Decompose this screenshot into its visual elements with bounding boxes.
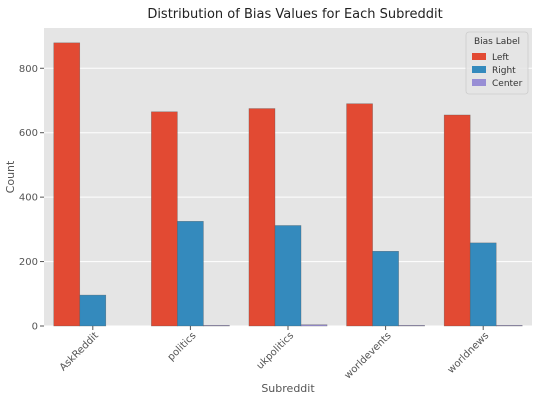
x-axis-ticks: AskReddit politics ukpolitics worldevents wo…	[58, 326, 491, 381]
legend-title: Bias Label	[474, 37, 520, 47]
y-tick-label: 0	[32, 322, 38, 333]
x-axis-label: Subreddit	[261, 382, 315, 395]
bar-left-ukpolitics	[248, 108, 276, 327]
bar-left-worldevents	[346, 103, 373, 327]
legend-label-right: Right	[492, 66, 516, 76]
bar-center-ukpolitics	[300, 324, 328, 327]
y-tick-label: 400	[19, 193, 38, 204]
y-axis-label: Count	[4, 160, 17, 193]
bar-right-politics	[177, 221, 204, 327]
legend-label-left: Left	[492, 53, 509, 63]
legend: Bias Label Left Right Center	[465, 31, 529, 95]
x-tick-label: worldevents	[343, 330, 394, 381]
bars	[53, 42, 523, 327]
y-tick-label: 200	[19, 257, 38, 268]
bar-right-ukpolitics	[274, 225, 302, 327]
bar-left-askreddit	[53, 42, 81, 327]
x-tick-label: politics	[166, 330, 199, 363]
bar-right-worldnews	[469, 242, 497, 327]
y-axis-ticks: 0 200 400 600 800	[19, 64, 44, 333]
x-tick-label: AskReddit	[58, 330, 101, 373]
bar-center-worldevents	[398, 325, 425, 327]
x-tick-label: worldnews	[446, 330, 492, 376]
bar-right-askreddit	[79, 294, 107, 327]
y-tick-label: 800	[19, 64, 38, 75]
chart-title: Distribution of Bias Values for Each Sub…	[147, 7, 442, 22]
legend-box	[465, 31, 529, 95]
legend-swatch-left	[472, 53, 486, 60]
bar-left-worldnews	[443, 114, 471, 327]
x-tick-label: ukpolitics	[255, 330, 296, 371]
bar-center-politics	[203, 325, 230, 327]
legend-label-center: Center	[492, 79, 523, 89]
legend-swatch-center	[472, 79, 486, 86]
legend-swatch-right	[472, 66, 486, 73]
bar-right-worldevents	[372, 251, 399, 327]
y-tick-label: 600	[19, 128, 38, 139]
bar-left-politics	[151, 111, 178, 327]
bar-center-worldnews	[495, 325, 523, 327]
